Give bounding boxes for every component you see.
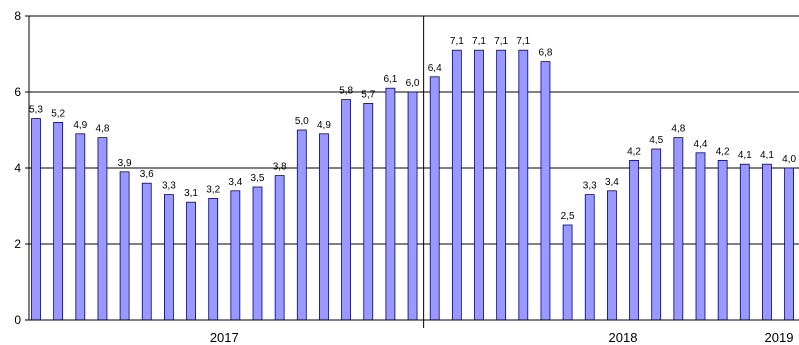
data-label: 6,0 (406, 78, 420, 89)
data-label: 3,4 (228, 177, 242, 188)
data-label: 3,3 (583, 181, 597, 192)
year-label: 2018 (609, 330, 638, 345)
data-label: 4,9 (317, 120, 331, 131)
bar (97, 137, 108, 321)
bar (31, 118, 41, 321)
year-label: 2019 (765, 330, 794, 345)
data-label: 7,1 (494, 36, 508, 47)
bar (230, 190, 241, 321)
data-label: 5,0 (295, 116, 309, 127)
bar (651, 148, 662, 321)
y-tick-label: 4 (14, 161, 21, 175)
bar (75, 133, 86, 321)
bar (186, 201, 196, 321)
data-label: 4,1 (738, 150, 752, 161)
bars (31, 49, 794, 321)
data-label: 4,2 (627, 146, 641, 157)
y-axis: 0 2 4 6 8 (14, 9, 29, 327)
year-separators (423, 16, 425, 328)
bar (695, 152, 706, 321)
bar (451, 49, 462, 321)
data-label: 3,1 (184, 188, 198, 199)
data-label: 2,5 (561, 211, 575, 222)
bar (363, 103, 374, 321)
bar (407, 91, 418, 321)
bar (540, 61, 551, 321)
bar (474, 49, 484, 321)
data-label: 4,2 (716, 146, 730, 157)
bar (784, 167, 794, 321)
data-label: 6,8 (538, 48, 552, 59)
data-labels: 5,3 5,2 4,9 4,8 3,9 3,6 3,3 3,1 3,2 3,4 3,5 3,8 5,0 4… (29, 36, 796, 222)
bar (274, 175, 285, 321)
bar (319, 133, 329, 321)
year-label: 2017 (210, 330, 239, 345)
bar (252, 186, 263, 321)
y-tick-label: 2 (14, 237, 21, 251)
bar (53, 122, 64, 321)
data-label: 6,4 (428, 63, 442, 74)
bar (607, 190, 617, 321)
data-label: 4,9 (73, 120, 87, 131)
bar (762, 163, 772, 321)
data-label: 4,8 (95, 124, 109, 135)
bar (518, 49, 529, 321)
data-label: 7,1 (516, 36, 530, 47)
data-label: 5,2 (51, 108, 65, 119)
data-label: 4,4 (694, 139, 708, 150)
bar (163, 194, 174, 321)
y-tick-label: 0 (14, 313, 21, 327)
bar (119, 171, 130, 321)
bar (629, 159, 639, 321)
data-label: 3,6 (140, 169, 154, 180)
data-label: 3,9 (118, 158, 132, 169)
data-label: 4,5 (649, 135, 663, 146)
data-label: 6,1 (383, 74, 397, 85)
data-label: 3,3 (162, 181, 176, 192)
y-tick-label: 8 (14, 9, 21, 23)
bar (385, 87, 396, 321)
x-axis-year-labels: 2017 2018 2019 (210, 330, 794, 345)
data-label: 5,3 (29, 105, 43, 116)
data-label: 5,7 (361, 89, 375, 100)
bar (429, 76, 440, 321)
bar (717, 159, 728, 321)
data-label: 5,8 (339, 86, 353, 97)
data-label: 4,8 (671, 124, 685, 135)
data-label: 7,1 (472, 36, 486, 47)
bar (496, 49, 507, 321)
y-tick-label: 6 (14, 85, 21, 99)
data-label: 7,1 (450, 36, 464, 47)
data-label: 3,8 (273, 162, 287, 173)
bar (208, 197, 219, 321)
bar (141, 182, 152, 321)
bar (673, 137, 684, 321)
data-label: 3,5 (251, 173, 265, 184)
data-label: 3,2 (206, 184, 220, 195)
data-label: 4,0 (782, 154, 796, 165)
bar (341, 99, 352, 321)
data-label: 4,1 (760, 150, 774, 161)
bar (296, 129, 307, 321)
bar (562, 224, 573, 321)
bar (584, 194, 595, 321)
bar (739, 163, 750, 321)
data-label: 3,4 (605, 177, 619, 188)
